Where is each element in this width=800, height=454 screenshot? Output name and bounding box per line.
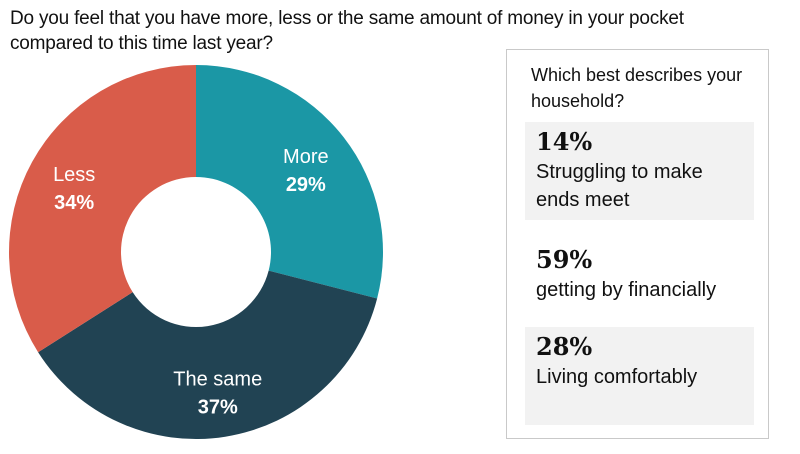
slice-value-label: 37% xyxy=(198,396,238,418)
slice-category-label: Less xyxy=(53,164,95,186)
household-panel: Which best describes your household? 14%… xyxy=(506,49,769,439)
stat-card-getting-by: 59% getting by financially xyxy=(525,240,754,314)
slice-value-label: 34% xyxy=(54,192,94,214)
donut-slice-less xyxy=(8,65,196,353)
donut-slice-the-same xyxy=(38,270,378,440)
slice-value-label: 29% xyxy=(286,174,326,196)
stat-description: getting by financially xyxy=(536,279,717,301)
slice-category-label: More xyxy=(283,146,329,168)
chart-question: Do you feel that you have more, less or … xyxy=(10,8,684,54)
stat-percent: 28% xyxy=(536,332,593,361)
stat-card-comfortable: 28% Living comfortably xyxy=(525,327,754,425)
donut-slice-more xyxy=(196,65,383,299)
panel-title: Which best describes your household? xyxy=(531,65,743,111)
stat-percent: 14% xyxy=(536,127,593,156)
slice-category-label: The same xyxy=(173,368,262,390)
stat-card-struggling: 14% Struggling to make ends meet xyxy=(525,122,754,220)
stat-description: Living comfortably xyxy=(536,366,698,388)
stat-description: Struggling to make ends meet xyxy=(536,161,703,211)
stat-percent: 59% xyxy=(536,245,593,274)
donut-chart: More 29% The same 37% Less 34% xyxy=(8,65,383,440)
